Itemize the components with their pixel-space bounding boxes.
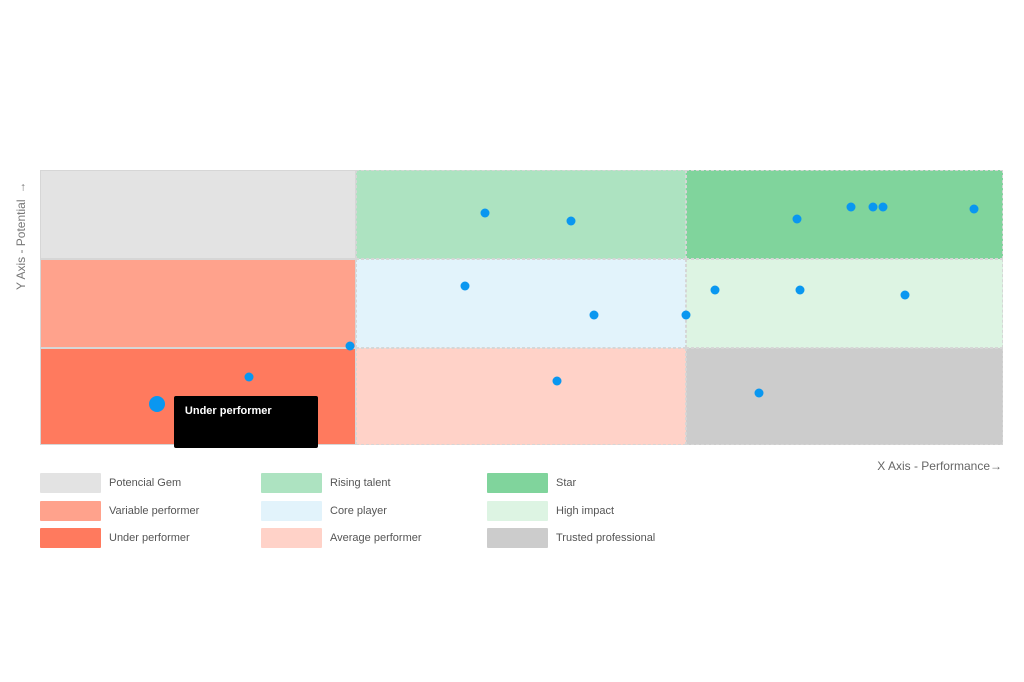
data-point[interactable] [900, 290, 910, 300]
quadrant-core-player [356, 259, 686, 348]
legend-swatch [261, 528, 322, 548]
legend-swatch [261, 501, 322, 521]
legend-label: Core player [330, 505, 387, 517]
legend-item: Core player [261, 501, 387, 521]
legend-item: Trusted professional [487, 528, 655, 548]
legend-item: Rising talent [261, 473, 391, 493]
point-tooltip: Under performer [173, 396, 318, 449]
data-point[interactable] [969, 204, 979, 214]
legend-item: Star [487, 473, 576, 493]
quadrant-potencial-gem [40, 170, 356, 259]
legend-item: Potencial Gem [40, 473, 181, 493]
data-point[interactable] [846, 202, 856, 212]
data-point[interactable] [792, 214, 802, 224]
legend-label: High impact [556, 505, 615, 517]
legend-swatch [487, 528, 548, 548]
quadrant-average-performer [356, 348, 686, 445]
quadrant-high-impact [686, 259, 1003, 348]
legend-label: Trusted professional [556, 532, 656, 544]
data-point-highlighted[interactable] [148, 396, 165, 413]
data-point[interactable] [480, 208, 490, 218]
legend-swatch [487, 473, 548, 493]
x-axis-arrow-icon: → [990, 459, 1002, 473]
data-point[interactable] [566, 216, 575, 226]
legend-item: High impact [487, 501, 614, 521]
data-point[interactable] [552, 376, 562, 386]
data-point[interactable] [868, 202, 878, 212]
data-point[interactable] [710, 285, 720, 295]
legend: Potencial Gem Variable performer Under per… [40, 473, 740, 553]
y-axis-label: Y Axis - Potential → [14, 182, 28, 291]
y-axis-title: Y Axis - Potential [14, 199, 28, 291]
legend-label: Under performer [109, 532, 190, 544]
legend-label: Variable performer [109, 505, 200, 517]
legend-label: Star [556, 477, 577, 489]
legend-swatch [487, 501, 548, 521]
data-point[interactable] [681, 310, 691, 320]
legend-swatch [261, 473, 322, 493]
legend-item: Variable performer [40, 501, 199, 521]
legend-label: Rising talent [330, 477, 391, 489]
legend-item: Average performer [261, 528, 422, 548]
data-point[interactable] [795, 285, 805, 295]
legend-swatch [40, 501, 101, 521]
data-point[interactable] [460, 281, 470, 291]
quadrant-variable-performer [40, 259, 356, 348]
data-point[interactable] [754, 388, 764, 398]
talent-matrix-grid: Under performer [40, 170, 1003, 449]
legend-label: Potencial Gem [109, 477, 182, 489]
y-axis-arrow-icon: → [14, 181, 28, 194]
data-point[interactable] [878, 202, 888, 212]
data-point[interactable] [589, 310, 599, 320]
legend-item: Under performer [40, 528, 190, 548]
legend-swatch [40, 528, 101, 548]
quadrant-star [686, 170, 1003, 259]
legend-label: Average performer [330, 532, 422, 544]
data-point[interactable] [244, 372, 254, 382]
x-axis-label: X Axis - Performance→ [877, 459, 1002, 473]
quadrant-trusted-professional [686, 348, 1003, 445]
quadrant-rising-talent [356, 170, 686, 259]
data-point[interactable] [345, 341, 355, 351]
x-axis-title: X Axis - Performance [877, 459, 990, 473]
legend-swatch [40, 473, 101, 493]
